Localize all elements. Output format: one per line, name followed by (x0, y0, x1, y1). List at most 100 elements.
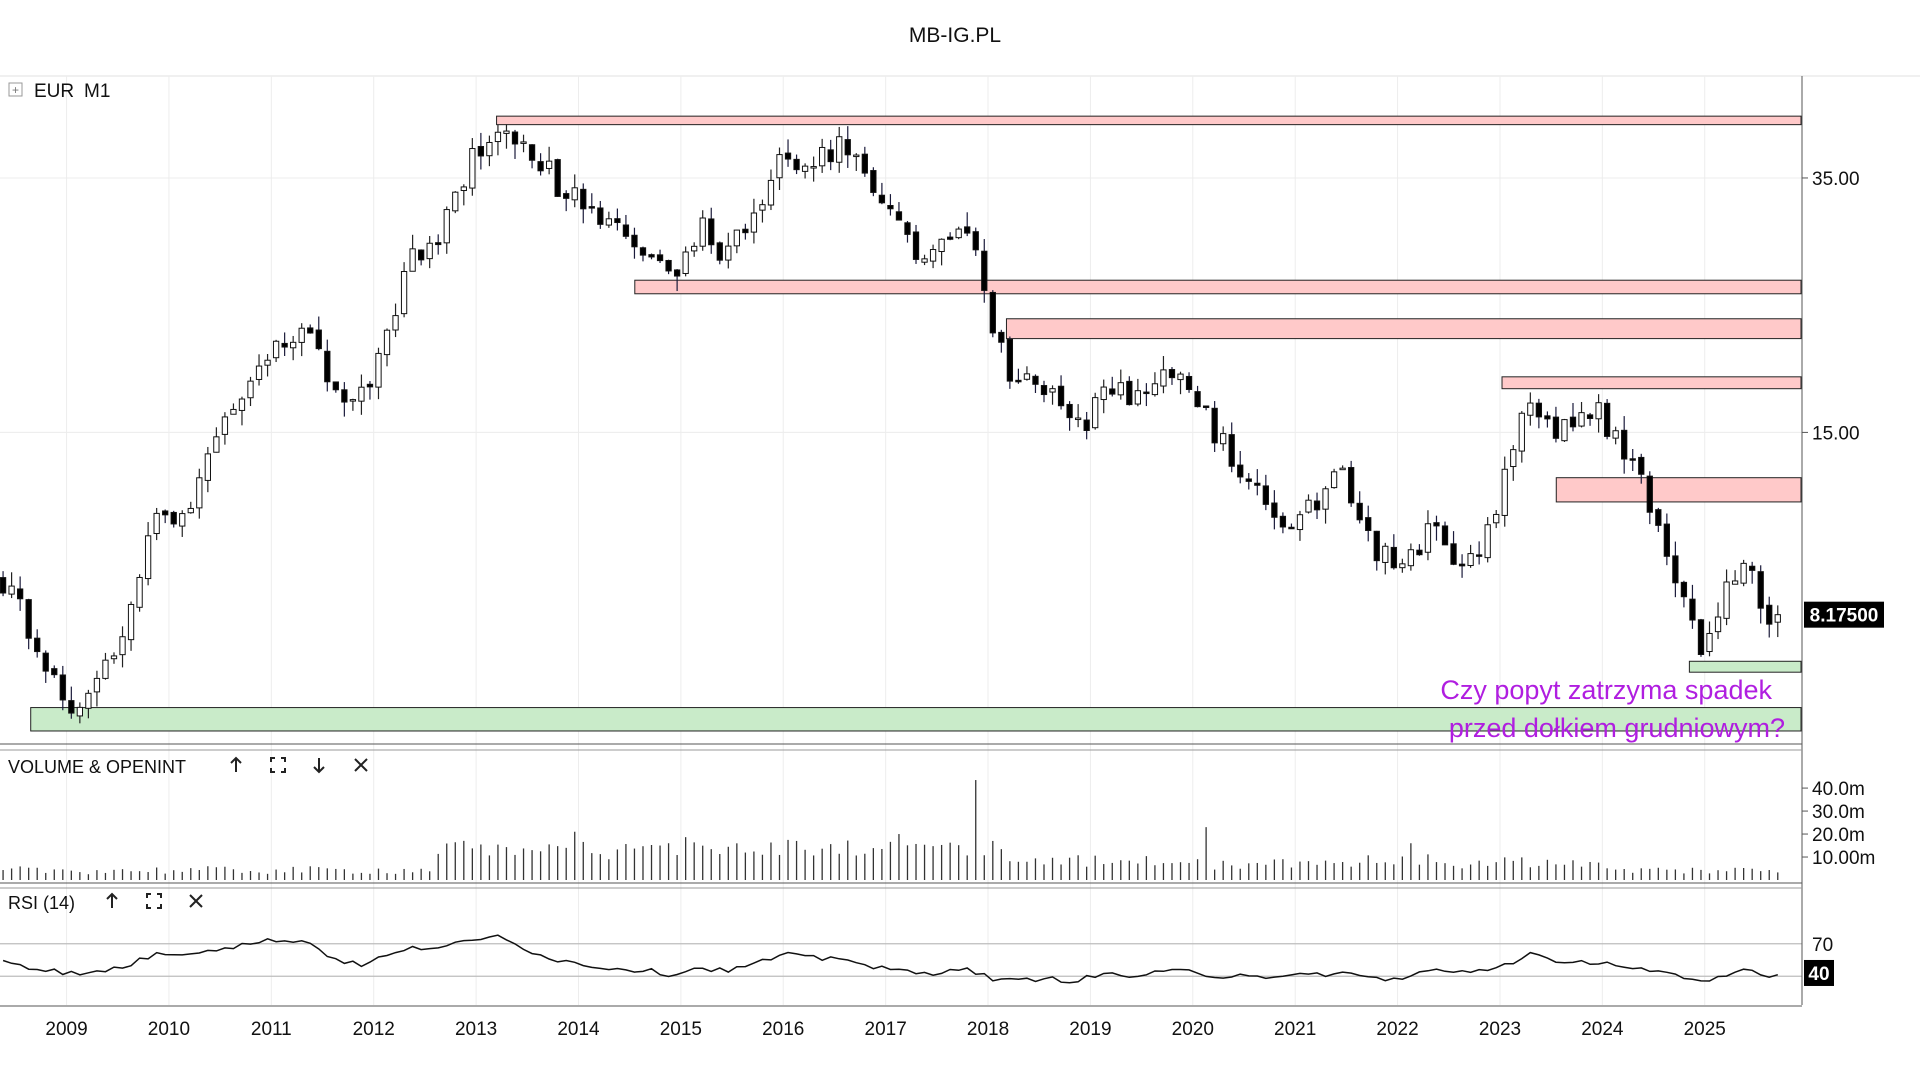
candle-body (1697, 619, 1705, 655)
candle-body (16, 588, 24, 600)
zones-layer (30, 115, 1802, 732)
candle-body (452, 191, 459, 212)
candle-body (153, 512, 160, 535)
candle-body (1586, 414, 1594, 419)
price-pane-legend: + EUR M1 (8, 81, 110, 102)
candle-body (895, 211, 903, 221)
candle-body (1749, 565, 1756, 571)
candle-body (1757, 571, 1764, 609)
candle-body (42, 652, 49, 672)
candle-body (708, 218, 715, 246)
volume-tick-label: 20.0m (1812, 825, 1865, 846)
candle-body (196, 477, 203, 509)
candle-body (460, 186, 467, 192)
candle-body (1254, 482, 1261, 486)
arrow-up-icon[interactable] (230, 756, 242, 772)
candle-body (1271, 502, 1278, 518)
candle-body (1194, 391, 1201, 408)
candle-body (793, 158, 800, 171)
rsi-last-label: 40 (1808, 964, 1829, 985)
expand-toggle-box[interactable] (8, 82, 23, 97)
candle-body (1220, 433, 1227, 445)
candle-body (1151, 383, 1159, 396)
candle-body (1407, 549, 1415, 567)
candle-body (392, 315, 399, 331)
resistance-zone (1501, 376, 1802, 390)
expand-toggle-icon[interactable]: + (12, 83, 19, 97)
candle-body (341, 389, 348, 403)
candle-body (1202, 405, 1210, 408)
candle-body (1569, 416, 1577, 428)
candle-body (767, 179, 775, 206)
arrow-up-icon[interactable] (106, 892, 118, 908)
candle-body (238, 398, 246, 411)
candle-body (981, 250, 988, 291)
candle-body (605, 218, 613, 226)
candle-body (1621, 429, 1628, 460)
support-zone (1688, 660, 1802, 673)
candle-body (1484, 524, 1491, 559)
candle-body (955, 228, 962, 239)
x-tick-label: 2013 (455, 1019, 497, 1040)
candle-body (784, 152, 792, 160)
candle-body (435, 242, 442, 246)
resistance-zone (1555, 477, 1802, 503)
candle-body (733, 229, 740, 247)
arrow-down-icon[interactable] (313, 758, 325, 774)
maximize-icon[interactable] (146, 893, 162, 909)
candle-body (1416, 549, 1423, 556)
candle-body (1424, 523, 1432, 553)
support-zone (30, 707, 1802, 732)
candle-body (1237, 464, 1244, 478)
candle-body (989, 291, 996, 334)
candle-body (230, 408, 237, 415)
candle-body (998, 331, 1005, 343)
candle-body (503, 130, 510, 134)
candle-body (1262, 485, 1269, 505)
candle-body (1168, 369, 1176, 379)
candle-body (1655, 509, 1662, 526)
candle-body (1160, 369, 1167, 387)
candle-body (349, 399, 357, 402)
candle-body (1646, 475, 1653, 513)
candle-body (801, 165, 809, 172)
x-tick-label: 2015 (660, 1019, 702, 1040)
x-tick-label: 2020 (1172, 1019, 1214, 1040)
x-tick-label: 2022 (1376, 1019, 1418, 1040)
timeframe-label: M1 (84, 81, 110, 102)
candle-body (836, 136, 843, 163)
maximize-icon[interactable] (270, 757, 286, 773)
candle-body (1766, 604, 1773, 625)
close-icon[interactable] (354, 758, 368, 772)
candle-body (1049, 388, 1056, 393)
candle-body (810, 166, 817, 169)
candle-body (298, 327, 305, 343)
candle-body (1134, 390, 1141, 405)
candle-body (673, 269, 681, 277)
candle-body (972, 231, 979, 251)
resistance-zone (634, 279, 1802, 295)
candle-body (563, 193, 570, 199)
rsi-line (2, 934, 1779, 984)
candle-body (844, 139, 851, 156)
candle-body (136, 576, 143, 608)
x-tick-label: 2017 (865, 1019, 907, 1040)
candle-body (85, 692, 92, 709)
x-tick-label: 2014 (557, 1019, 600, 1040)
candle-body (1339, 467, 1346, 471)
candle-body (1356, 502, 1363, 521)
candle-body (750, 212, 758, 233)
candle-body (1126, 380, 1133, 406)
annotation-line-2: przed dołkiem grudniowym? (1449, 713, 1785, 743)
volume-layer (2, 780, 1779, 880)
candle-body (1279, 515, 1287, 528)
rsi-pane-header: RSI (14) (8, 892, 203, 913)
candle-body (1382, 545, 1389, 563)
candle-body (571, 187, 578, 201)
candle-body (1365, 517, 1372, 531)
candle-body (443, 209, 450, 244)
close-icon[interactable] (189, 894, 203, 908)
candle-body (110, 655, 118, 660)
